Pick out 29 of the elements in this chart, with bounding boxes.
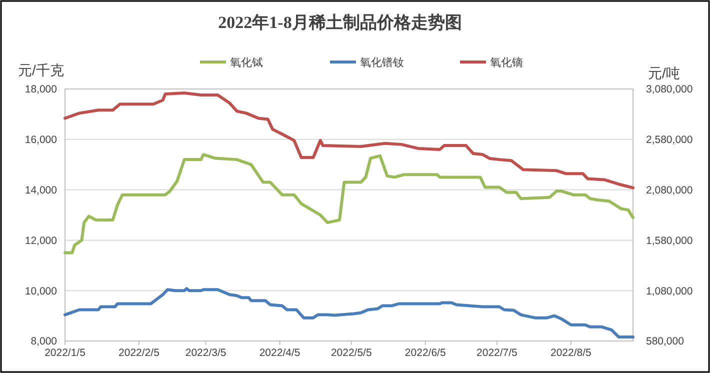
- x-tick-label: 2022/1/5: [44, 347, 86, 359]
- x-tick-label: 2022/4/5: [259, 347, 300, 359]
- y-tick-label: 16,000: [24, 134, 58, 146]
- y2-tick-label: 1,080,000: [646, 285, 693, 298]
- y2-axis-title: 元/吨: [648, 65, 680, 81]
- line-series: [64, 92, 634, 190]
- y2-tick-label: 1,580,000: [646, 234, 693, 247]
- line-series: [64, 153, 634, 254]
- legend-label: 氧化镨钕: [360, 56, 404, 69]
- y2-tick-label: 2,580,000: [646, 134, 693, 146]
- y2-tick-label: 3,080,000: [646, 84, 693, 96]
- x-tick-label: 2022/8/5: [550, 347, 592, 359]
- x-tick-label: 2022/5/5: [330, 347, 372, 359]
- legend-label: 氧化铽: [230, 56, 263, 69]
- x-tick-label: 2022/2/5: [118, 347, 160, 359]
- y-tick-label: 12,000: [24, 234, 58, 247]
- y2-tick-label: 2,080,000: [646, 184, 693, 196]
- y-tick-label: 8,000: [30, 336, 58, 348]
- y2-tick-label: 580,000: [646, 336, 684, 348]
- y-tick-label: 18,000: [24, 84, 58, 96]
- y-tick-label: 10,000: [24, 285, 58, 298]
- x-tick-label: 2022/6/5: [404, 347, 446, 359]
- line-series: [64, 287, 634, 338]
- x-tick-label: 2022/3/5: [185, 347, 226, 359]
- x-tick-label: 2022/7/5: [476, 347, 518, 359]
- y-axis-title: 元/千克: [18, 62, 64, 78]
- chart-title: 2022年1-8月稀土制品价格走势图: [218, 13, 462, 32]
- legend-label: 氧化镝: [490, 56, 523, 69]
- y-tick-label: 14,000: [24, 184, 58, 196]
